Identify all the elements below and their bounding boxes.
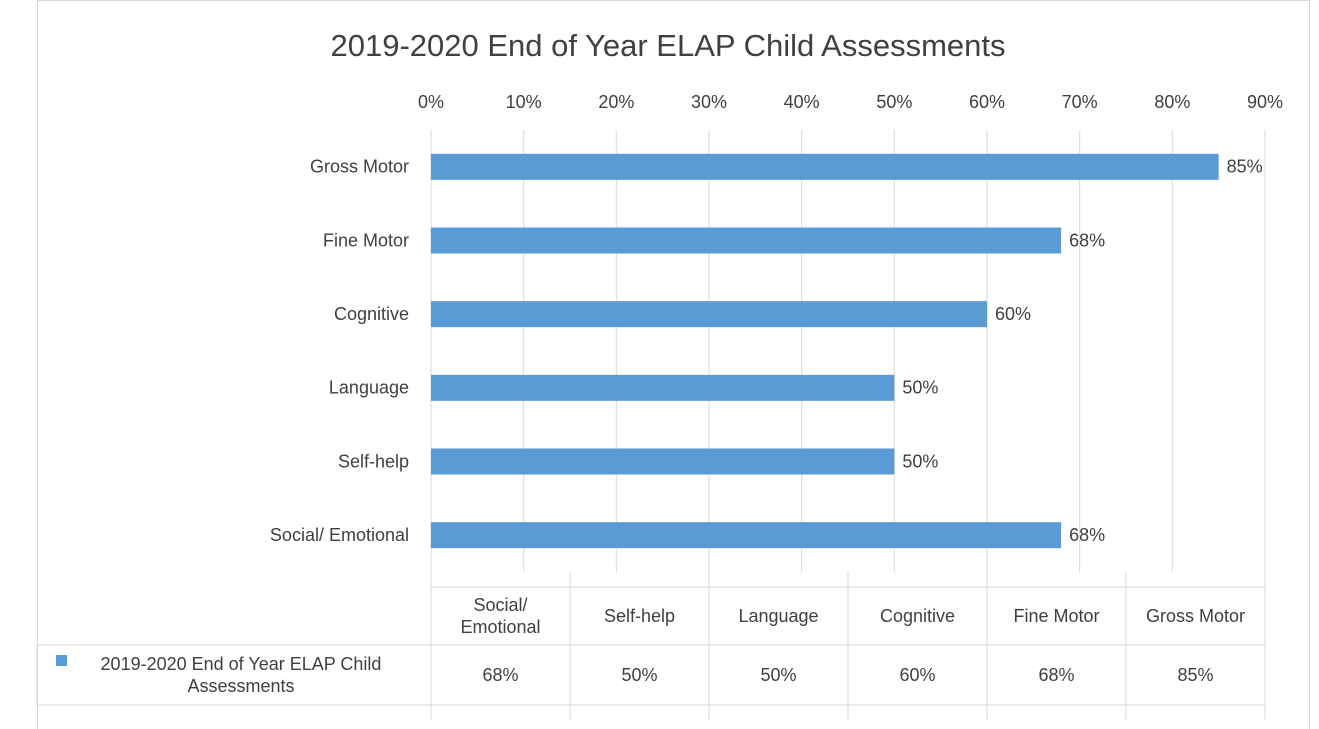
table-value: 60% (899, 665, 936, 685)
table-value: 50% (621, 665, 658, 685)
bar (431, 448, 895, 475)
bar (431, 227, 1062, 254)
y-tick-label: Social/ Emotional (270, 525, 409, 545)
data-label: 50% (902, 378, 938, 398)
bar (431, 374, 895, 401)
table-header: Cognitive (879, 606, 956, 626)
table-value: 85% (1177, 665, 1214, 685)
data-label: 50% (902, 451, 938, 471)
x-tick-label: 20% (598, 92, 634, 112)
data-label: 68% (1069, 525, 1105, 545)
x-tick-label: 40% (784, 92, 820, 112)
table-value: 68% (1038, 665, 1075, 685)
x-tick-label: 80% (1154, 92, 1190, 112)
y-tick-label: Gross Motor (310, 157, 409, 177)
x-tick-label: 0% (418, 92, 444, 112)
data-label: 68% (1069, 230, 1105, 250)
bar (431, 301, 987, 328)
x-tick-label: 50% (876, 92, 912, 112)
table-header: Gross Motor (1145, 606, 1246, 626)
data-label: 85% (1227, 157, 1263, 177)
x-tick-label: 90% (1247, 92, 1283, 112)
y-tick-label: Language (329, 378, 409, 398)
x-tick-label: 60% (969, 92, 1005, 112)
x-tick-label: 30% (691, 92, 727, 112)
chart-title: 2019-2020 End of Year ELAP Child Assessm… (331, 28, 1006, 63)
table-value: 68% (482, 665, 519, 685)
data-label: 60% (995, 304, 1031, 324)
y-tick-label: Self-help (338, 451, 409, 471)
legend-label: 2019-2020 End of Year ELAP Child Assessm… (100, 654, 382, 696)
x-tick-label: 70% (1062, 92, 1098, 112)
table-header: Social/ Emotional (460, 595, 541, 637)
bar (431, 153, 1219, 180)
table-header: Self-help (603, 606, 676, 626)
y-tick-label: Fine Motor (323, 230, 409, 250)
table-header: Language (738, 606, 819, 626)
y-tick-label: Cognitive (334, 304, 409, 324)
table-header: Fine Motor (1013, 606, 1100, 626)
chart-border (37, 0, 1310, 729)
bar (431, 522, 1062, 549)
table-value: 50% (760, 665, 797, 685)
x-tick-label: 10% (506, 92, 542, 112)
legend-swatch (56, 655, 67, 666)
legend-entry: 2019-2020 End of Year ELAP Child Assessm… (40, 645, 427, 705)
